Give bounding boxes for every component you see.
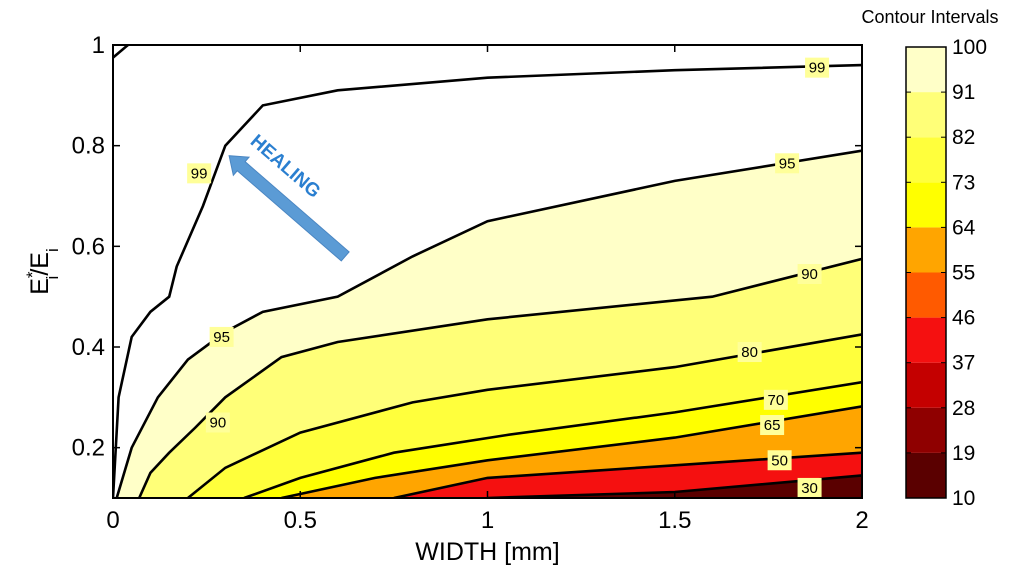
contour-label-95-text: 95	[779, 155, 796, 172]
contour-label-50: 50	[767, 450, 792, 471]
ylabel-sub2: i	[43, 248, 62, 252]
contour-labels: 30 50 65 70 80 90 95 99 99 95 90	[187, 57, 830, 498]
contour-label-99-text: 99	[809, 60, 826, 77]
contour-line-95	[115, 149, 862, 498]
colorbar-band	[906, 317, 946, 363]
colorbar-band	[906, 452, 946, 498]
y-tick-label: 0.2	[72, 435, 105, 462]
ylabel-main: E	[26, 278, 54, 295]
colorbar-band	[906, 137, 946, 183]
colorbar-tick-label: 46	[952, 307, 975, 330]
contour-line-90	[138, 257, 862, 498]
ylabel-sub: i	[43, 276, 62, 280]
contour-label-80: 80	[737, 342, 762, 363]
contour-label-extra-2-bg	[205, 412, 230, 433]
x-tick-label: 2	[855, 507, 868, 534]
colorbar-tick-label: 91	[952, 81, 975, 104]
y-tick-label: 1	[92, 32, 105, 59]
contour-label-extra-0: 99	[187, 163, 212, 184]
colorbar-tick-label: 10	[952, 487, 975, 510]
colorbar-tick-label: 55	[952, 262, 975, 285]
contour-line-80	[187, 333, 862, 498]
contour-label-extra-2-text: 90	[210, 415, 227, 432]
contour-label-80-text: 80	[741, 344, 758, 361]
colorbar-tick-label: 28	[952, 397, 975, 420]
x-tick-label: 0.5	[284, 507, 317, 534]
colorbar-band	[906, 92, 946, 138]
contour-label-30-text: 30	[801, 480, 818, 497]
x-tick-label: 1	[481, 507, 494, 534]
contour-label-95-bg	[775, 153, 800, 174]
contour-label-90-bg	[797, 264, 822, 285]
colorbar-band	[906, 227, 946, 273]
contour-label-65-text: 65	[764, 417, 781, 434]
colorbar-tick-label: 73	[952, 171, 975, 194]
y-axis-ticks: 0.2 0.4 0.6 0.8 1	[72, 32, 862, 462]
contour-label-90-text: 90	[801, 266, 818, 283]
contour-label-70-bg	[763, 389, 788, 410]
y-tick-label: 0.8	[72, 133, 105, 160]
x-axis-ticks: 0 0.5 1 1.5 2	[106, 45, 869, 534]
colorbar-title: Contour Intervals	[861, 7, 998, 27]
contour-label-extra-0-bg	[187, 163, 212, 184]
y-axis-title: E*i/Ei	[23, 248, 62, 295]
colorbar-band	[906, 362, 946, 408]
contour-label-50-text: 50	[771, 452, 788, 469]
x-tick-label: 1.5	[658, 507, 691, 534]
contour-label-extra-1-text: 95	[213, 329, 230, 346]
contour-label-70: 70	[763, 389, 788, 410]
y-tick-label: 0.4	[72, 334, 105, 361]
contour-label-65: 65	[760, 415, 785, 436]
contour-label-95: 95	[775, 153, 800, 174]
contour-label-90: 90	[797, 264, 822, 285]
x-tick-label: 0	[106, 507, 119, 534]
contour-label-30: 30	[797, 477, 822, 498]
contour-label-99-bg	[805, 57, 830, 78]
colorbar-band	[906, 182, 946, 228]
contour-fill-30	[487, 475, 862, 498]
colorbar-band	[906, 47, 946, 93]
colorbar-tick-label: 100	[952, 36, 987, 59]
contour-label-30-bg	[797, 477, 822, 498]
contour-label-extra-1-bg	[209, 326, 234, 347]
ylabel-slash: /E	[26, 252, 54, 276]
x-axis-title: WIDTH [mm]	[415, 538, 559, 566]
contour-label-65-bg	[760, 415, 785, 436]
contour-label-80-bg	[737, 342, 762, 363]
contour-label-extra-2: 90	[205, 412, 230, 433]
contour-line-99	[113, 63, 862, 498]
contour-fill-99	[113, 45, 862, 498]
arrow-shape	[228, 155, 350, 262]
contour-label-extra-1: 95	[209, 326, 234, 347]
contour-line-corner	[113, 45, 129, 59]
colorbar-band	[906, 407, 946, 453]
colorbar: 10 19 28 37 46 55 64 73 82 91 100	[905, 36, 987, 510]
colorbar-tick-label: 19	[952, 442, 975, 465]
contour-line-65	[281, 405, 862, 498]
contour-lines	[113, 45, 862, 498]
colorbar-tick-label: 82	[952, 126, 975, 149]
contour-label-50-bg	[767, 450, 792, 471]
contour-label-extra-0-text: 99	[191, 165, 208, 182]
healing-arrow	[228, 155, 350, 262]
contour-line-70	[243, 380, 862, 498]
contour-label-99: 99	[805, 57, 830, 78]
colorbar-band	[906, 272, 946, 318]
ylabel-sup: *	[23, 271, 42, 278]
colorbar-tick-label: 64	[952, 216, 976, 239]
contour-label-70-text: 70	[768, 392, 785, 409]
colorbar-tick-label: 37	[952, 352, 975, 375]
y-tick-label: 0.6	[72, 233, 105, 260]
